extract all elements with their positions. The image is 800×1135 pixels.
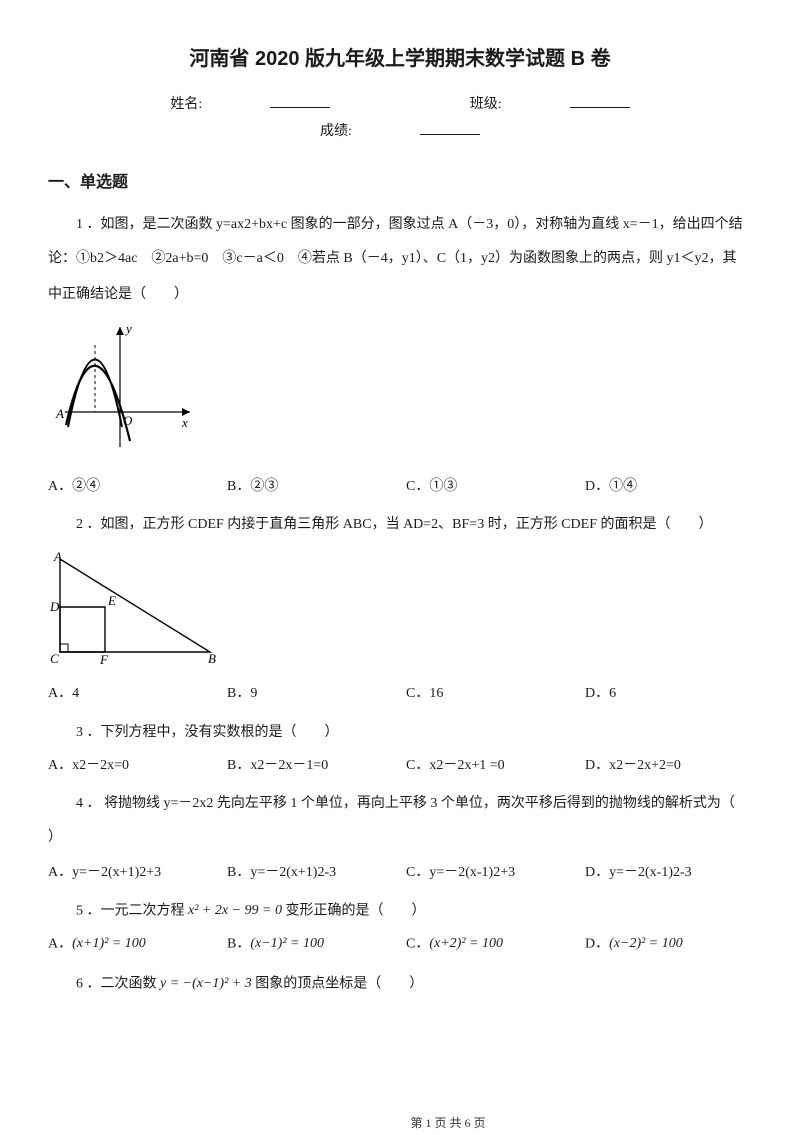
q1-stem-line3: 中正确结论是（ ） (48, 281, 752, 309)
q1-stem-line1: 1 ．如图，是二次函数 y=ax2+bx+c 图象的一部分，图象过点 A（－3，… (48, 212, 752, 239)
q5-opt-c-pre: C． (406, 937, 429, 952)
q1-opt-c[interactable]: C．①③ (406, 474, 573, 501)
q1-parabola-svg: A O x y (50, 317, 200, 457)
q6-stem-post: 图象的顶点坐标是（ ） (255, 976, 423, 991)
q3-options: A．x2－2x=0 B．x2－2x－1=0 C．x2－2x+1 =0 D．x2－… (48, 753, 752, 780)
q4-options: A．y=－2(x+1)2+3 B．y=－2(x+1)2-3 C．y=－2(x-1… (48, 860, 752, 887)
q3-opt-a[interactable]: A．x2－2x=0 (48, 753, 215, 780)
q2-opt-c[interactable]: C．16 (406, 681, 573, 708)
q1-label-y: y (124, 321, 132, 336)
q5-opt-d-eq: (x−2)² = 100 (609, 936, 683, 951)
q1-label-x: x (181, 415, 188, 430)
q5-opt-a-eq: (x+1)² = 100 (72, 936, 146, 951)
q1-figure: A O x y (50, 317, 752, 468)
q4-opt-d[interactable]: D．y=－2(x-1)2-3 (585, 860, 752, 887)
q1-stem-line2: 论：①b2＞4ac ②2a+b=0 ③c－a＜0 ④若点 B（－4，y1）、C（… (48, 245, 752, 273)
q5-stem-eq: x² + 2x − 99 = 0 (188, 903, 282, 918)
q5-opt-b[interactable]: B．(x−1)² = 100 (227, 931, 394, 958)
q2-figure: A D E C F B (50, 547, 752, 676)
score-field[interactable]: 成绩: (286, 119, 514, 146)
q5-stem: 5 ．一元二次方程 x² + 2x − 99 = 0 变形正确的是（ ） (48, 898, 752, 925)
q5-options: A．(x+1)² = 100 B．(x−1)² = 100 C．(x+2)² =… (48, 931, 752, 958)
class-blank[interactable] (570, 92, 630, 108)
q2-lbl-F: F (99, 652, 109, 665)
q3-opt-d[interactable]: D．x2－2x+2=0 (585, 753, 752, 780)
score-blank[interactable] (420, 119, 480, 135)
q5-opt-b-pre: B． (227, 937, 250, 952)
q6-stem-pre: 6 ．二次函数 (76, 976, 157, 991)
page-footer: 第 1 页 共 6 页 (48, 1112, 800, 1135)
q2-opt-d[interactable]: D．6 (585, 681, 752, 708)
class-label: 班级: (470, 92, 502, 119)
q3-opt-c[interactable]: C．x2－2x+1 =0 (406, 753, 573, 780)
q4-opt-a[interactable]: A．y=－2(x+1)2+3 (48, 860, 215, 887)
q2-lbl-C: C (50, 651, 59, 665)
name-field[interactable]: 姓名: (136, 92, 364, 119)
class-field[interactable]: 班级: (436, 92, 664, 119)
name-blank[interactable] (270, 92, 330, 108)
q1-opt-a[interactable]: A．②④ (48, 474, 215, 501)
section-title: 一、单选题 (48, 168, 752, 198)
q2-opt-b[interactable]: B．9 (227, 681, 394, 708)
q5-opt-d[interactable]: D．(x−2)² = 100 (585, 931, 752, 958)
q5-opt-c[interactable]: C．(x+2)² = 100 (406, 931, 573, 958)
q1-opt-b[interactable]: B．②③ (227, 474, 394, 501)
q4-stem-line1: 4 ． 将抛物线 y=－2x2 先向左平移 1 个单位，再向上平移 3 个单位，… (48, 791, 752, 818)
q1-label-O: O (123, 413, 133, 428)
q3-stem: 3 ．下列方程中，没有实数根的是（ ） (48, 720, 752, 747)
q2-options: A．4 B．9 C．16 D．6 (48, 681, 752, 708)
score-label: 成绩: (320, 119, 352, 146)
q1-opt-d[interactable]: D．①④ (585, 474, 752, 501)
q2-stem: 2 ．如图，正方形 CDEF 内接于直角三角形 ABC，当 AD=2、BF=3 … (48, 512, 752, 539)
q5-opt-c-eq: (x+2)² = 100 (429, 936, 503, 951)
q5-stem-pre: 5 ．一元二次方程 (76, 904, 185, 919)
q4-opt-b[interactable]: B．y=－2(x+1)2-3 (227, 860, 394, 887)
q2-opt-a[interactable]: A．4 (48, 681, 215, 708)
q6-stem: 6 ．二次函数 y = −(x−1)² + 3 图象的顶点坐标是（ ） (48, 971, 752, 998)
q2-lbl-B: B (208, 651, 216, 665)
q4-opt-c[interactable]: C．y=－2(x-1)2+3 (406, 860, 573, 887)
q4-stem-line2: ） (48, 824, 752, 852)
q2-lbl-D: D (50, 599, 60, 614)
student-meta: 姓名: 班级: 成绩: (48, 92, 752, 146)
q6-stem-eq: y = −(x−1)² + 3 (160, 976, 252, 991)
q5-stem-post: 变形正确的是（ ） (285, 904, 425, 919)
q1-label-A: A (55, 406, 64, 421)
q2-lbl-E: E (107, 593, 116, 608)
q5-opt-b-eq: (x−1)² = 100 (250, 936, 324, 951)
q3-opt-b[interactable]: B．x2－2x－1=0 (227, 753, 394, 780)
q2-triangle-svg: A D E C F B (50, 547, 220, 665)
q5-opt-a[interactable]: A．(x+1)² = 100 (48, 931, 215, 958)
q2-lbl-A: A (53, 549, 62, 564)
q5-opt-a-pre: A． (48, 937, 72, 952)
q5-opt-d-pre: D． (585, 937, 609, 952)
q1-options: A．②④ B．②③ C．①③ D．①④ (48, 474, 752, 501)
page-title: 河南省 2020 版九年级上学期期末数学试题 B 卷 (48, 40, 752, 78)
name-label: 姓名: (170, 92, 202, 119)
